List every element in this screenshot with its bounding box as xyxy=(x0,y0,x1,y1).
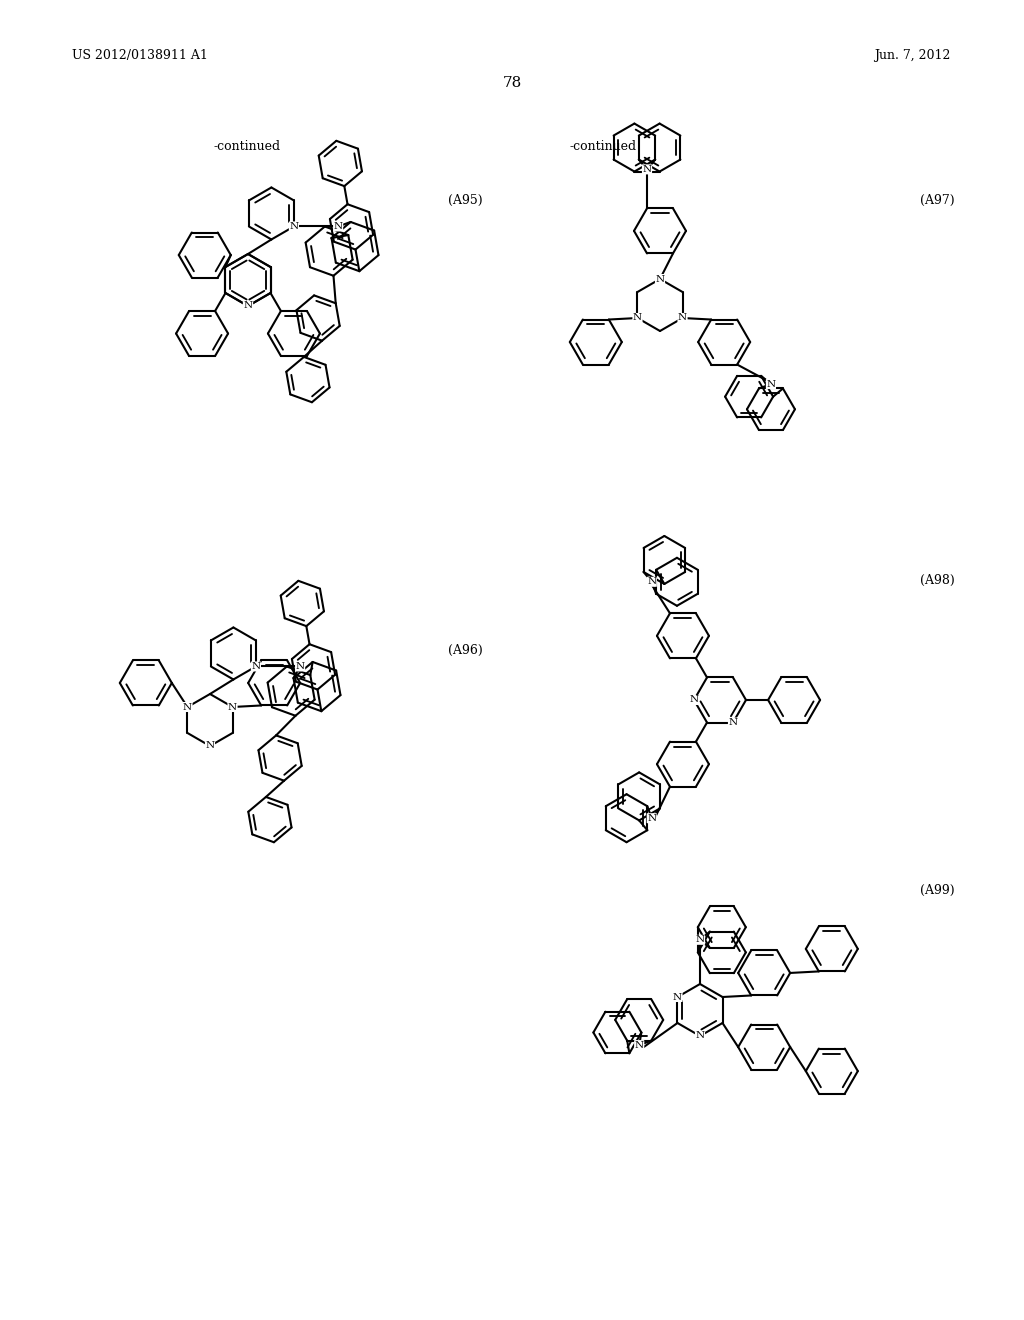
Text: N: N xyxy=(206,742,215,751)
Text: (A99): (A99) xyxy=(920,883,954,896)
Text: N: N xyxy=(290,222,298,231)
Text: (A97): (A97) xyxy=(920,194,954,206)
Text: N: N xyxy=(228,702,238,711)
Text: (A96): (A96) xyxy=(449,644,482,656)
Text: -continued: -continued xyxy=(213,140,281,153)
Text: N: N xyxy=(673,993,682,1002)
Text: N: N xyxy=(251,661,260,671)
Text: 78: 78 xyxy=(503,77,521,90)
Text: N: N xyxy=(766,380,775,388)
Text: Jun. 7, 2012: Jun. 7, 2012 xyxy=(873,49,950,62)
Text: N: N xyxy=(695,1031,705,1040)
Text: N: N xyxy=(728,718,737,727)
Text: N: N xyxy=(678,314,687,322)
Text: N: N xyxy=(642,165,651,174)
Text: N: N xyxy=(334,222,343,231)
Text: N: N xyxy=(647,813,656,822)
Text: N: N xyxy=(183,702,193,711)
Text: US 2012/0138911 A1: US 2012/0138911 A1 xyxy=(72,49,208,62)
Text: (A95): (A95) xyxy=(449,194,482,206)
Text: N: N xyxy=(296,661,305,671)
Text: N: N xyxy=(655,275,665,284)
Text: -continued: -continued xyxy=(570,140,637,153)
Text: N: N xyxy=(244,301,253,310)
Text: N: N xyxy=(647,577,656,586)
Text: N: N xyxy=(635,1040,644,1049)
Text: N: N xyxy=(695,936,705,944)
Text: N: N xyxy=(244,301,253,310)
Text: N: N xyxy=(633,314,642,322)
Text: (A98): (A98) xyxy=(920,573,954,586)
Text: N: N xyxy=(689,696,698,705)
